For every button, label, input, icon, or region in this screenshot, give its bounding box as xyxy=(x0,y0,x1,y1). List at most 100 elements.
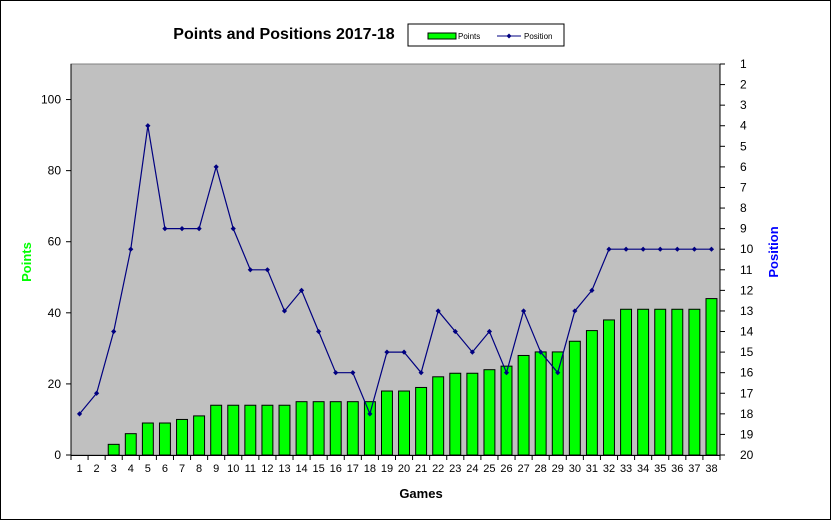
position-point xyxy=(674,246,680,252)
position-point xyxy=(623,246,629,252)
position-point xyxy=(606,246,612,252)
position-point xyxy=(179,226,185,232)
points-bar xyxy=(124,433,137,456)
left-tick-label: 0 xyxy=(54,448,61,462)
x-tick-label: 28 xyxy=(535,463,547,475)
x-tick-label: 3 xyxy=(111,463,117,475)
left-tick-label: 20 xyxy=(48,377,62,391)
points-bar xyxy=(346,401,359,456)
x-tick-label: 25 xyxy=(483,463,495,475)
position-point xyxy=(128,246,134,252)
right-tick-label: 7 xyxy=(740,180,747,194)
right-tick-label: 5 xyxy=(740,139,747,153)
right-tick-label: 13 xyxy=(740,304,754,318)
right-tick-label: 14 xyxy=(740,325,754,339)
x-tick-label: 13 xyxy=(278,463,290,475)
position-point xyxy=(247,267,253,273)
position-point xyxy=(264,267,271,273)
x-tick-label: 24 xyxy=(466,463,478,475)
points-bar xyxy=(585,330,598,456)
left-tick-label: 100 xyxy=(41,93,61,107)
x-tick-label: 35 xyxy=(654,463,666,475)
right-tick-label: 12 xyxy=(740,283,754,297)
position-point xyxy=(76,411,83,417)
x-tick-label: 7 xyxy=(179,463,185,475)
position-line xyxy=(79,125,712,416)
points-bar xyxy=(449,372,462,456)
right-tick-label: 9 xyxy=(740,222,747,236)
position-point xyxy=(520,308,527,314)
points-bar xyxy=(329,401,342,456)
right-tick-label: 2 xyxy=(740,78,747,92)
points-bar xyxy=(107,443,120,456)
position-point xyxy=(401,349,407,355)
left-axis-ticks: 0 20 40 60 80 100 xyxy=(41,93,71,462)
x-tick-label: 38 xyxy=(705,463,717,475)
position-point xyxy=(538,349,544,355)
points-bar xyxy=(244,404,257,456)
points-bar xyxy=(227,404,240,456)
x-tick-label: 16 xyxy=(330,463,342,475)
position-point xyxy=(418,370,424,376)
left-axis-label: Points xyxy=(19,242,34,282)
position-point xyxy=(452,328,458,335)
x-tick-label: 15 xyxy=(313,463,325,475)
position-point xyxy=(162,226,168,232)
points-bar xyxy=(141,422,154,456)
x-tick-label: 14 xyxy=(295,463,307,475)
right-tick-label: 20 xyxy=(740,448,754,462)
right-tick-label: 16 xyxy=(740,366,754,380)
x-tick-label: 23 xyxy=(449,463,461,475)
points-bar xyxy=(398,390,411,456)
position-point xyxy=(316,328,322,335)
position-point xyxy=(486,328,493,335)
points-bar xyxy=(688,308,701,456)
x-tick-label: 10 xyxy=(227,463,239,475)
position-point xyxy=(94,390,100,396)
right-tick-label: 4 xyxy=(740,119,747,133)
right-tick-label: 17 xyxy=(740,386,754,400)
points-bar xyxy=(637,308,650,456)
points-bar xyxy=(568,340,581,456)
legend: Points Position xyxy=(407,23,565,47)
right-tick-label: 19 xyxy=(740,427,754,441)
position-point xyxy=(589,287,595,293)
right-tick-label: 8 xyxy=(740,201,747,215)
points-bar xyxy=(210,404,223,456)
x-tick-label: 11 xyxy=(245,463,256,475)
legend-position-marker xyxy=(506,33,512,39)
left-tick-label: 80 xyxy=(48,164,62,178)
points-bar xyxy=(363,401,376,456)
x-tick-label: 19 xyxy=(381,463,393,475)
legend-points-label: Points xyxy=(458,32,480,41)
x-tick-label: 37 xyxy=(688,463,700,475)
position-point xyxy=(555,370,561,376)
position-point xyxy=(384,349,390,355)
x-tick-label: 29 xyxy=(552,463,564,475)
points-bar xyxy=(500,365,513,456)
position-point xyxy=(281,308,288,314)
position-point xyxy=(367,411,373,417)
right-tick-label: 3 xyxy=(740,98,747,112)
position-point xyxy=(691,246,697,252)
x-tick-label: 27 xyxy=(517,463,529,475)
x-tick-label: 6 xyxy=(162,463,168,475)
points-bar xyxy=(654,308,667,456)
points-bars xyxy=(107,298,718,456)
x-tick-label: 12 xyxy=(261,463,273,475)
position-line-series xyxy=(76,123,715,417)
right-tick-label: 15 xyxy=(740,345,754,359)
points-bar xyxy=(278,404,291,456)
position-point xyxy=(298,287,305,293)
x-tick-label: 30 xyxy=(569,463,581,475)
points-bar xyxy=(176,418,188,456)
x-tick-label: 26 xyxy=(500,463,512,475)
legend-box xyxy=(407,23,565,47)
position-point xyxy=(708,246,715,252)
position-point xyxy=(230,226,236,232)
x-tick-label: 9 xyxy=(213,463,219,475)
position-point xyxy=(435,308,441,314)
position-point xyxy=(333,370,339,376)
